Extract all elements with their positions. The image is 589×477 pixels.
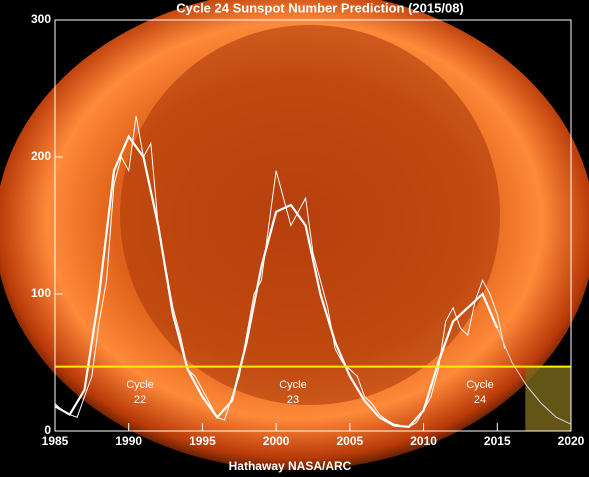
cycle-label: 24 (474, 394, 486, 406)
y-tick-label: 300 (31, 12, 51, 26)
series-line (54, 134, 499, 429)
x-tick-label: 2010 (410, 434, 437, 448)
cycle-label: 23 (287, 394, 299, 406)
x-tick-label: 1990 (115, 434, 142, 448)
y-tick-label: 100 (31, 286, 51, 300)
chart-title: Cycle 24 Sunspot Number Prediction (2015… (176, 0, 464, 15)
x-tick-label: 2015 (484, 434, 511, 448)
y-tick-label: 0 (44, 423, 51, 437)
y-tick-label: 200 (31, 149, 51, 163)
x-tick-label: 1985 (42, 434, 69, 448)
x-tick-label: 2000 (263, 434, 290, 448)
series-line (54, 115, 506, 428)
cycle-label: 22 (134, 394, 146, 406)
cycle-label: Cycle (466, 379, 494, 391)
plot-frame (54, 19, 572, 432)
x-tick-label: 2005 (337, 434, 364, 448)
credit: Hathaway NASA/ARC (229, 459, 352, 473)
cycle-label: Cycle (279, 379, 307, 391)
series-line (496, 328, 572, 425)
sun-disk (120, 25, 500, 405)
x-tick-label: 2020 (558, 434, 585, 448)
cycle-label: Cycle (126, 379, 154, 391)
x-tick-label: 1995 (189, 434, 216, 448)
